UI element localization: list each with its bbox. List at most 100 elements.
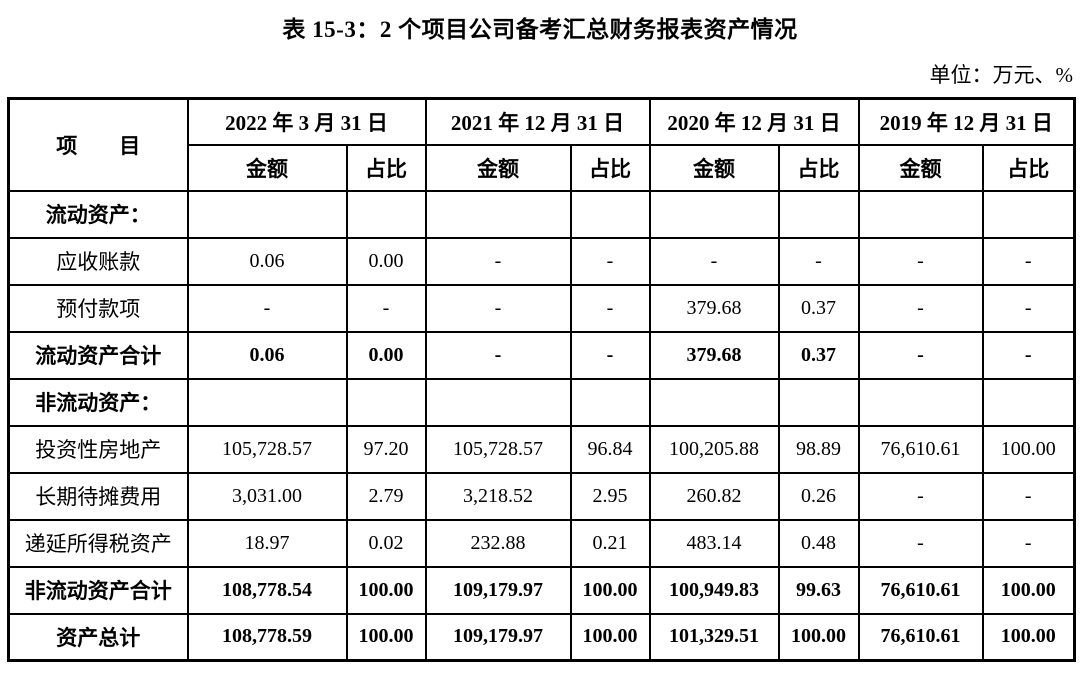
ratio-value: 0.00 xyxy=(345,330,427,380)
amount-value: 105,728.57 xyxy=(186,424,348,474)
table-row: 非流动资产合计 108,778.54 100.00 109,179.97 100.00 1… xyxy=(7,565,1076,615)
amount-value: - xyxy=(857,330,984,380)
amount-value: 232.88 xyxy=(424,518,572,568)
header-period-row: 项 目 2022 年 3 月 31 日 2021 年 12 月 31 日 202… xyxy=(7,97,1076,192)
amount-value: - xyxy=(186,283,348,333)
row-label: 递延所得税资产 xyxy=(7,518,189,568)
header-period-2020-12-31: 2020 年 12 月 31 日 xyxy=(648,97,860,146)
amount-value: - xyxy=(424,236,572,286)
table-row: 预付款项 - - - -379.68 0.37- - xyxy=(7,283,1076,333)
header-ratio-1: 占比 xyxy=(569,143,651,192)
row-label: 非流动资产： xyxy=(7,377,189,427)
ratio-value: - xyxy=(981,283,1076,333)
ratio-value xyxy=(777,189,860,239)
ratio-value xyxy=(569,377,651,427)
ratio-value: 2.95 xyxy=(569,471,651,521)
ratio-value: 0.21 xyxy=(569,518,651,568)
table-row: 资产总计 108,778.59 100.00 109,179.97 100.00 101,… xyxy=(7,612,1076,662)
amount-value: - xyxy=(424,283,572,333)
ratio-value: 99.63 xyxy=(777,565,860,615)
amount-value xyxy=(186,189,348,239)
ratio-value: 2.79 xyxy=(345,471,427,521)
assets-financial-table: 项 目 2022 年 3 月 31 日 2021 年 12 月 31 日 202… xyxy=(7,97,1076,662)
amount-value: 109,179.97 xyxy=(424,565,572,615)
row-label: 流动资产合计 xyxy=(7,330,189,380)
amount-value xyxy=(648,377,780,427)
ratio-value xyxy=(981,377,1076,427)
amount-value: 260.82 xyxy=(648,471,780,521)
row-label: 非流动资产合计 xyxy=(7,565,189,615)
ratio-value: 0.02 xyxy=(345,518,427,568)
row-label: 流动资产： xyxy=(7,189,189,239)
amount-value: 3,218.52 xyxy=(424,471,572,521)
amount-value: - xyxy=(857,471,984,521)
amount-value xyxy=(857,189,984,239)
amount-value: 379.68 xyxy=(648,330,780,380)
amount-value xyxy=(186,377,348,427)
ratio-value xyxy=(345,189,427,239)
ratio-value: - xyxy=(981,518,1076,568)
ratio-value: 98.89 xyxy=(777,424,860,474)
amount-value xyxy=(648,189,780,239)
amount-value: - xyxy=(857,236,984,286)
ratio-value: 100.00 xyxy=(981,612,1076,662)
amount-value: 101,329.51 xyxy=(648,612,780,662)
ratio-value: - xyxy=(345,283,427,333)
amount-value xyxy=(857,377,984,427)
ratio-value: 0.00 xyxy=(345,236,427,286)
amount-value: 18.97 xyxy=(186,518,348,568)
row-label: 应收账款 xyxy=(7,236,189,286)
amount-value: 109,179.97 xyxy=(424,612,572,662)
ratio-value xyxy=(981,189,1076,239)
amount-value: 483.14 xyxy=(648,518,780,568)
header-amount-3: 金额 xyxy=(857,143,984,192)
ratio-value: - xyxy=(981,236,1076,286)
ratio-value: - xyxy=(981,330,1076,380)
ratio-value: 100.00 xyxy=(777,612,860,662)
amount-value xyxy=(424,189,572,239)
table-body: 流动资产： 应收账款 0.06 0.00- - - - - - 预付款项 - - - -379.68 0.3… xyxy=(7,189,1076,662)
amount-value: 76,610.61 xyxy=(857,424,984,474)
amount-value: - xyxy=(424,330,572,380)
header-measure-row: 金额 占比 金额 占比 金额 占比 金额 占比 xyxy=(9,143,1076,192)
ratio-value: - xyxy=(981,471,1076,521)
ratio-value: 100.00 xyxy=(981,424,1076,474)
amount-value: 105,728.57 xyxy=(424,424,572,474)
amount-value: 76,610.61 xyxy=(857,612,984,662)
row-label: 长期待摊费用 xyxy=(7,471,189,521)
amount-value: 108,778.54 xyxy=(186,565,348,615)
amount-value: 100,949.83 xyxy=(648,565,780,615)
ratio-value xyxy=(777,377,860,427)
amount-value xyxy=(424,377,572,427)
amount-value: 108,778.59 xyxy=(186,612,348,662)
header-ratio-3: 占比 xyxy=(981,143,1076,192)
header-amount-2: 金额 xyxy=(648,143,780,192)
ratio-value: 100.00 xyxy=(569,565,651,615)
amount-value: 100,205.88 xyxy=(648,424,780,474)
amount-value: 76,610.61 xyxy=(857,565,984,615)
header-period-2021-12-31: 2021 年 12 月 31 日 xyxy=(424,97,651,146)
ratio-value: 100.00 xyxy=(569,612,651,662)
ratio-value: 100.00 xyxy=(981,565,1076,615)
table-header: 项 目 2022 年 3 月 31 日 2021 年 12 月 31 日 202… xyxy=(7,97,1076,192)
ratio-value: 100.00 xyxy=(345,612,427,662)
amount-value: - xyxy=(857,283,984,333)
header-item-cell: 项 目 xyxy=(7,97,189,192)
table-row: 投资性房地产 105,728.57 97.20 105,728.57 96.84 100,… xyxy=(7,424,1076,474)
header-amount-0: 金额 xyxy=(186,143,348,192)
amount-value: - xyxy=(857,518,984,568)
ratio-value: 0.37 xyxy=(777,283,860,333)
table-row: 长期待摊费用 3,031.00 2.79 3,218.52 2.95 260.82 0.26… xyxy=(7,471,1076,521)
ratio-value: 0.37 xyxy=(777,330,860,380)
amount-value: 379.68 xyxy=(648,283,780,333)
row-label: 投资性房地产 xyxy=(7,424,189,474)
row-label: 资产总计 xyxy=(7,612,189,662)
table-row: 非流动资产： xyxy=(7,377,1076,427)
table-row: 流动资产合计 0.06 0.00- -379.68 0.37- - xyxy=(7,330,1076,380)
row-label: 预付款项 xyxy=(7,283,189,333)
ratio-value: - xyxy=(777,236,860,286)
table-row: 流动资产： xyxy=(7,189,1076,239)
ratio-value: 0.26 xyxy=(777,471,860,521)
amount-value: 3,031.00 xyxy=(186,471,348,521)
